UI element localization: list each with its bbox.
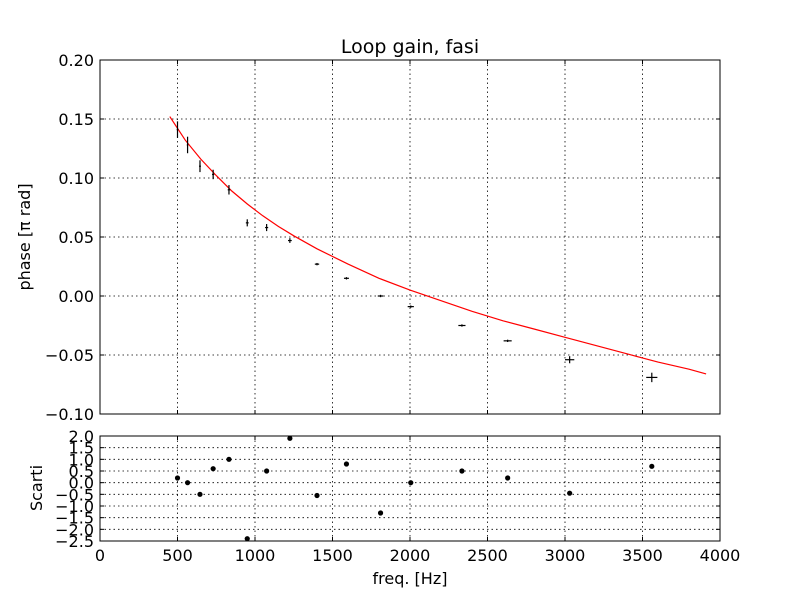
data-point-errorbar	[314, 262, 320, 266]
residual-point	[314, 492, 320, 499]
data-point-errorbar	[186, 136, 189, 154]
bottom-y-tick-label: 1.0	[69, 450, 94, 469]
bottom-x-tick-label: 4000	[700, 546, 741, 565]
chart-title: Loop gain, fasi	[341, 36, 479, 58]
data-point-errorbar	[227, 185, 231, 195]
bottom-y-tick-label: −2.0	[55, 520, 94, 539]
bottom-x-tick-label: 2000	[390, 546, 431, 565]
data-point-errorbar	[458, 324, 466, 327]
top-y-tick-label: −0.05	[45, 346, 94, 365]
bottom-x-tick-label: 500	[162, 546, 193, 565]
data-point-errorbar	[176, 121, 179, 138]
data-point-errorbar	[343, 277, 349, 280]
fit-curve	[169, 116, 707, 375]
bottom-x-tick-label: 3000	[545, 546, 586, 565]
data-point-errorbar	[245, 219, 249, 227]
top-y-tick-label: 0.20	[58, 51, 94, 70]
top-y-tick-label: 0.15	[58, 110, 94, 129]
residual-point	[226, 456, 232, 462]
data-point-errorbar	[565, 356, 575, 364]
bottom-x-tick-label: 3500	[622, 546, 663, 565]
data-point-errorbar	[212, 169, 215, 180]
residual-point	[505, 475, 511, 481]
residual-point	[210, 466, 216, 472]
residual-point	[287, 435, 293, 441]
residual-point	[408, 480, 414, 486]
bottom-y-tick-label: 0.5	[69, 462, 94, 481]
residuals-plot: 0 500 1000 1500 2000 2500 3000 3500 4000 −2.5−2.0…	[55, 427, 740, 565]
phase-plot: −0.10 −0.05 0.00 0.05 0.10 0.15 0.20	[45, 51, 721, 424]
bottom-y-tick-label: −1.5	[55, 509, 94, 528]
bottom-y-tick-label: −2.5	[55, 532, 94, 551]
bottom-plot-frame	[99, 435, 721, 542]
top-y-tick-label: −0.10	[45, 405, 94, 424]
residual-point	[343, 461, 350, 467]
data-point-errorbar	[265, 224, 269, 232]
bottom-x-tick-label: 0	[95, 546, 105, 565]
bottom-y-tick-label: −1.0	[55, 497, 94, 516]
top-y-tick-label: 0.00	[58, 287, 94, 306]
bottom-y-tick-label: 1.5	[69, 439, 94, 458]
bottom-y-axis-label: Scarti	[27, 465, 46, 511]
data-point-errorbar	[646, 372, 658, 383]
top-y-tick-label: 0.05	[58, 228, 94, 247]
bottom-y-tick-label: 2.0	[69, 427, 94, 446]
bottom-x-tick-label: 1000	[235, 546, 276, 565]
residual-point	[649, 463, 655, 469]
residual-point	[197, 491, 203, 497]
data-point-errorbar	[377, 294, 384, 298]
data-point-errorbar	[407, 305, 414, 308]
residual-point	[184, 480, 191, 486]
bottom-x-tick-label: 1500	[312, 546, 353, 565]
top-plot-frame	[99, 59, 721, 415]
residual-point	[459, 468, 465, 474]
data-point-errorbar	[199, 160, 201, 173]
data-point-errorbar	[503, 339, 512, 343]
top-y-axis-label: phase [π rad]	[15, 183, 34, 290]
bottom-x-tick-label: 2500	[467, 546, 508, 565]
residual-point	[264, 468, 270, 474]
top-y-tick-label: 0.10	[58, 169, 94, 188]
x-axis-label: freq. [Hz]	[373, 569, 448, 588]
residual-point	[174, 475, 181, 481]
residual-point	[567, 490, 573, 496]
residual-point	[377, 510, 384, 516]
bottom-y-tick-label: 0.0	[69, 474, 94, 493]
bottom-y-tick-label: −0.5	[55, 485, 94, 504]
data-point-errorbar	[288, 238, 292, 243]
residual-point	[244, 536, 250, 542]
